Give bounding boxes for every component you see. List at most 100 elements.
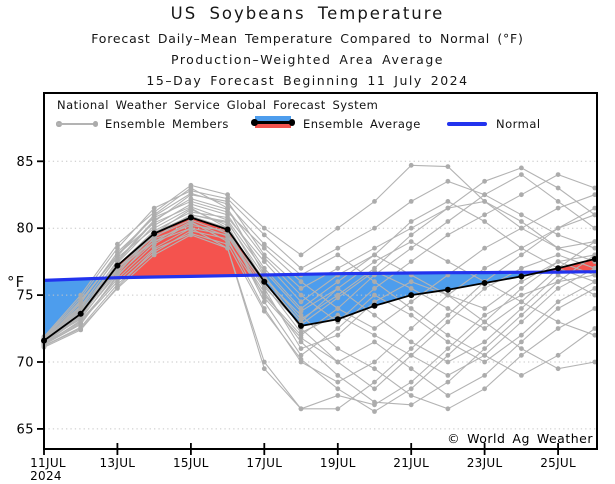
ensemble-member-point	[335, 245, 341, 251]
ensemble-member-line	[43, 167, 596, 346]
ensemble-member-point	[519, 319, 524, 325]
ensemble-member-point	[335, 292, 341, 298]
chart-title: US Soybeans Temperature	[170, 4, 445, 23]
ensemble-member-point	[298, 352, 304, 358]
ensemble-member-point	[188, 231, 194, 236]
ensemble-member-point	[151, 239, 157, 245]
ensemble-member-point	[188, 207, 194, 212]
ensemble-member-point	[188, 220, 194, 226]
ensemble-member-point	[519, 339, 524, 345]
ensemble-member-point	[115, 241, 120, 247]
ensemble-member-point	[261, 259, 267, 264]
ensemble-member-point	[408, 245, 414, 251]
ensemble-member-point	[592, 306, 598, 311]
ensemble-member-point	[482, 306, 487, 311]
ensemble-member-point	[408, 386, 414, 392]
ensemble-member-point	[335, 306, 341, 311]
ensemble-member-point	[372, 332, 377, 338]
ensemble-member-line	[43, 206, 596, 363]
ensemble-member-point	[519, 286, 524, 291]
ensemble-member-line	[43, 219, 596, 377]
ensemble-member-point	[482, 373, 487, 378]
ensemble-member-point	[555, 245, 561, 251]
gray-dot-icon	[92, 121, 98, 127]
x-tick-label: 21JUL	[393, 456, 429, 470]
ensemble-member-point	[225, 207, 231, 212]
ensemble-member-point	[372, 312, 377, 318]
ensemble-member-point	[298, 286, 304, 291]
ensemble-member-point	[261, 308, 267, 314]
ensemble-member-point	[261, 295, 267, 301]
x-tick-label: 23JUL	[467, 456, 503, 470]
ensemble-member-point	[335, 359, 341, 365]
ensemble-member-point	[445, 393, 451, 398]
ensemble-member-point	[78, 298, 84, 303]
ensemble-member-point	[592, 225, 598, 231]
ensemble-member-point	[78, 304, 84, 310]
x-tick-label: 19JUL	[320, 456, 356, 470]
ensemble-member-point	[482, 386, 487, 392]
ensemble-member-point	[335, 286, 341, 291]
ensemble-member-point	[408, 312, 414, 318]
ensemble-member-point	[445, 199, 451, 204]
ensemble-member-point	[555, 319, 561, 325]
ensemble-member-point	[482, 352, 487, 358]
ensemble-member-point	[555, 272, 561, 278]
x-tick-label: 15JUL	[173, 456, 209, 470]
ensemble-member-point	[78, 292, 84, 298]
ensemble-member-point	[445, 406, 451, 412]
ensemble-member-point	[372, 245, 377, 251]
ensemble-member-point	[408, 199, 414, 204]
ensemble-member-point	[408, 352, 414, 358]
ensemble-member-point	[261, 225, 267, 231]
ensemble-average-point	[298, 322, 304, 329]
ensemble-member-point	[592, 326, 598, 331]
ensemble-members-swatch-icon	[56, 121, 98, 127]
y-axis-unit-label: °F	[7, 273, 26, 291]
legend-label-ensemble-members: Ensemble Members	[105, 117, 229, 131]
ensemble-member-point	[555, 205, 561, 211]
ensemble-member-point	[482, 359, 487, 365]
ensemble-member-point	[408, 232, 414, 238]
y-tick-label: 70	[16, 356, 34, 371]
ensemble-member-point	[408, 402, 414, 408]
ensemble-member-point	[592, 279, 598, 285]
ensemble-average-point	[224, 226, 231, 233]
ensemble-member-point	[261, 284, 267, 290]
ensemble-member-point	[372, 199, 377, 204]
ensemble-member-point	[519, 373, 524, 378]
ensemble-member-point	[151, 217, 157, 223]
ensemble-member-point	[188, 225, 194, 231]
ensemble-member-point	[298, 330, 304, 335]
ensemble-average-point	[408, 292, 415, 299]
ensemble-member-point	[335, 312, 341, 318]
ensemble-member-line	[43, 232, 595, 413]
ensemble-member-point	[519, 332, 524, 338]
ensemble-member-point	[408, 279, 414, 285]
y-tick-label: 75	[16, 289, 34, 304]
ensemble-member-point	[555, 326, 561, 331]
ensemble-member-line	[43, 222, 596, 406]
chart-subtitle-2: Production–Weighted Area Average	[171, 52, 444, 67]
ensemble-average-point	[187, 214, 194, 221]
ensemble-member-point	[482, 212, 487, 218]
ensemble-member-point	[555, 306, 561, 311]
below-normal-fill	[259, 272, 541, 326]
x-tick-label: 13JUL	[100, 456, 136, 470]
ensemble-member-point	[445, 319, 451, 325]
ensemble-member-point	[592, 192, 598, 198]
ensemble-average-point	[261, 278, 268, 285]
ensemble-member-point	[408, 259, 414, 264]
ensemble-member-point	[408, 366, 414, 372]
axis-ticks-layer: 65 70 75 80 85 11JUL 13JUL 15JUL 17JUL 19JUL 21JUL…	[16, 155, 575, 483]
ensemble-member-point	[482, 319, 487, 325]
ensemble-member-line	[43, 164, 595, 337]
ensemble-average-point	[555, 265, 562, 272]
ensemble-member-point	[335, 386, 341, 392]
ensemble-member-point	[335, 225, 341, 231]
ensemble-member-point	[482, 286, 487, 291]
ensemble-member-point	[519, 219, 524, 224]
ensemble-member-point	[225, 201, 231, 207]
